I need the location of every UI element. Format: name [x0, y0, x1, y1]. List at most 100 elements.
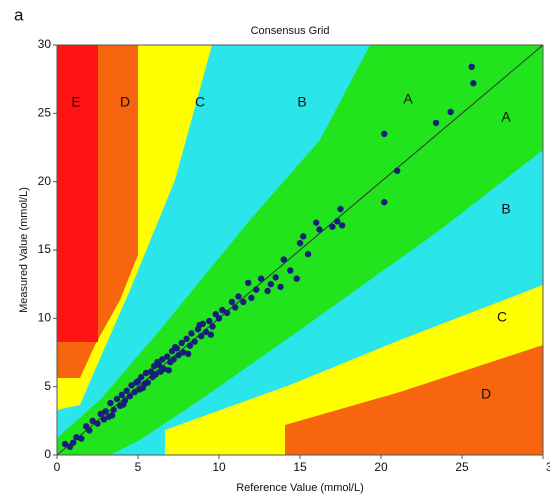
point [120, 401, 127, 408]
panel-label: a [14, 5, 24, 24]
point [180, 349, 187, 356]
point [191, 338, 198, 345]
point [147, 368, 155, 375]
zone-label: B [501, 201, 510, 217]
point [128, 382, 135, 389]
zone-label: E [71, 94, 80, 110]
x-tick-label: 20 [374, 460, 388, 474]
point [228, 298, 236, 306]
point [296, 239, 304, 247]
point [186, 342, 194, 349]
point [394, 167, 401, 174]
point [139, 384, 147, 392]
point [183, 335, 190, 343]
point [142, 369, 150, 377]
point [160, 365, 168, 373]
x-axis-label: Reference Value (mmol/L) [236, 482, 364, 494]
point [118, 391, 126, 399]
point [155, 361, 163, 368]
point [133, 379, 140, 386]
point [338, 222, 346, 229]
zone-label: D [481, 386, 491, 402]
zone-label: A [403, 91, 413, 107]
x-tick-label: 10 [212, 460, 226, 474]
point [235, 293, 242, 300]
point [280, 256, 287, 263]
point [159, 356, 166, 363]
point [293, 275, 300, 282]
zone-label: A [501, 109, 511, 125]
point [272, 274, 279, 281]
point [126, 393, 134, 400]
point [113, 395, 121, 403]
point [219, 306, 226, 314]
y-tick-label: 5 [44, 379, 51, 393]
y-axis-label: Measured Value (mmol/L) [18, 187, 30, 313]
point [61, 440, 69, 448]
y-tick-label: 20 [38, 174, 52, 188]
point [163, 353, 171, 360]
point [209, 323, 216, 330]
point [232, 304, 239, 311]
zone-d-lower [285, 345, 543, 455]
point [196, 321, 203, 329]
point [287, 267, 294, 274]
point [257, 275, 265, 282]
point [97, 410, 104, 418]
y-tick-label: 0 [44, 447, 51, 461]
point [123, 387, 130, 394]
y-tick-label: 30 [38, 37, 52, 51]
point [304, 250, 312, 258]
point [215, 315, 223, 322]
zone-label: B [297, 94, 306, 110]
x-tick-label: 25 [455, 460, 469, 474]
point [300, 233, 307, 240]
point [78, 435, 85, 442]
point [197, 332, 205, 340]
point [223, 309, 231, 317]
point [178, 339, 185, 347]
point [107, 399, 114, 407]
point [240, 298, 247, 306]
point [313, 219, 320, 226]
zone-label: C [195, 94, 205, 110]
zone-label: D [120, 94, 130, 110]
point [94, 420, 101, 427]
point [253, 286, 260, 293]
point [188, 330, 195, 337]
x-tick-label: 5 [135, 460, 142, 474]
point [70, 439, 77, 446]
point [165, 367, 172, 374]
point [175, 352, 182, 359]
point [432, 119, 440, 127]
point [108, 412, 116, 419]
point [267, 280, 275, 288]
point [86, 427, 93, 434]
point [102, 408, 109, 415]
point [447, 108, 454, 116]
point [202, 328, 210, 336]
point [207, 331, 215, 338]
point [138, 373, 145, 381]
y-tick-label: 10 [38, 311, 52, 325]
point [73, 434, 80, 441]
point [337, 205, 344, 213]
point [110, 406, 117, 414]
point [329, 223, 336, 230]
point [381, 130, 388, 138]
x-tick-label: 15 [293, 460, 307, 474]
point [248, 294, 255, 302]
point [89, 417, 96, 425]
y-tick-label: 25 [38, 106, 52, 120]
x-tick-label: 30 [546, 460, 550, 474]
point [185, 350, 192, 358]
point [131, 388, 138, 396]
point [468, 63, 475, 71]
point [172, 343, 179, 351]
y-tick-label: 15 [38, 242, 52, 256]
point [244, 279, 252, 286]
point [152, 371, 160, 378]
zone-e [57, 45, 98, 342]
